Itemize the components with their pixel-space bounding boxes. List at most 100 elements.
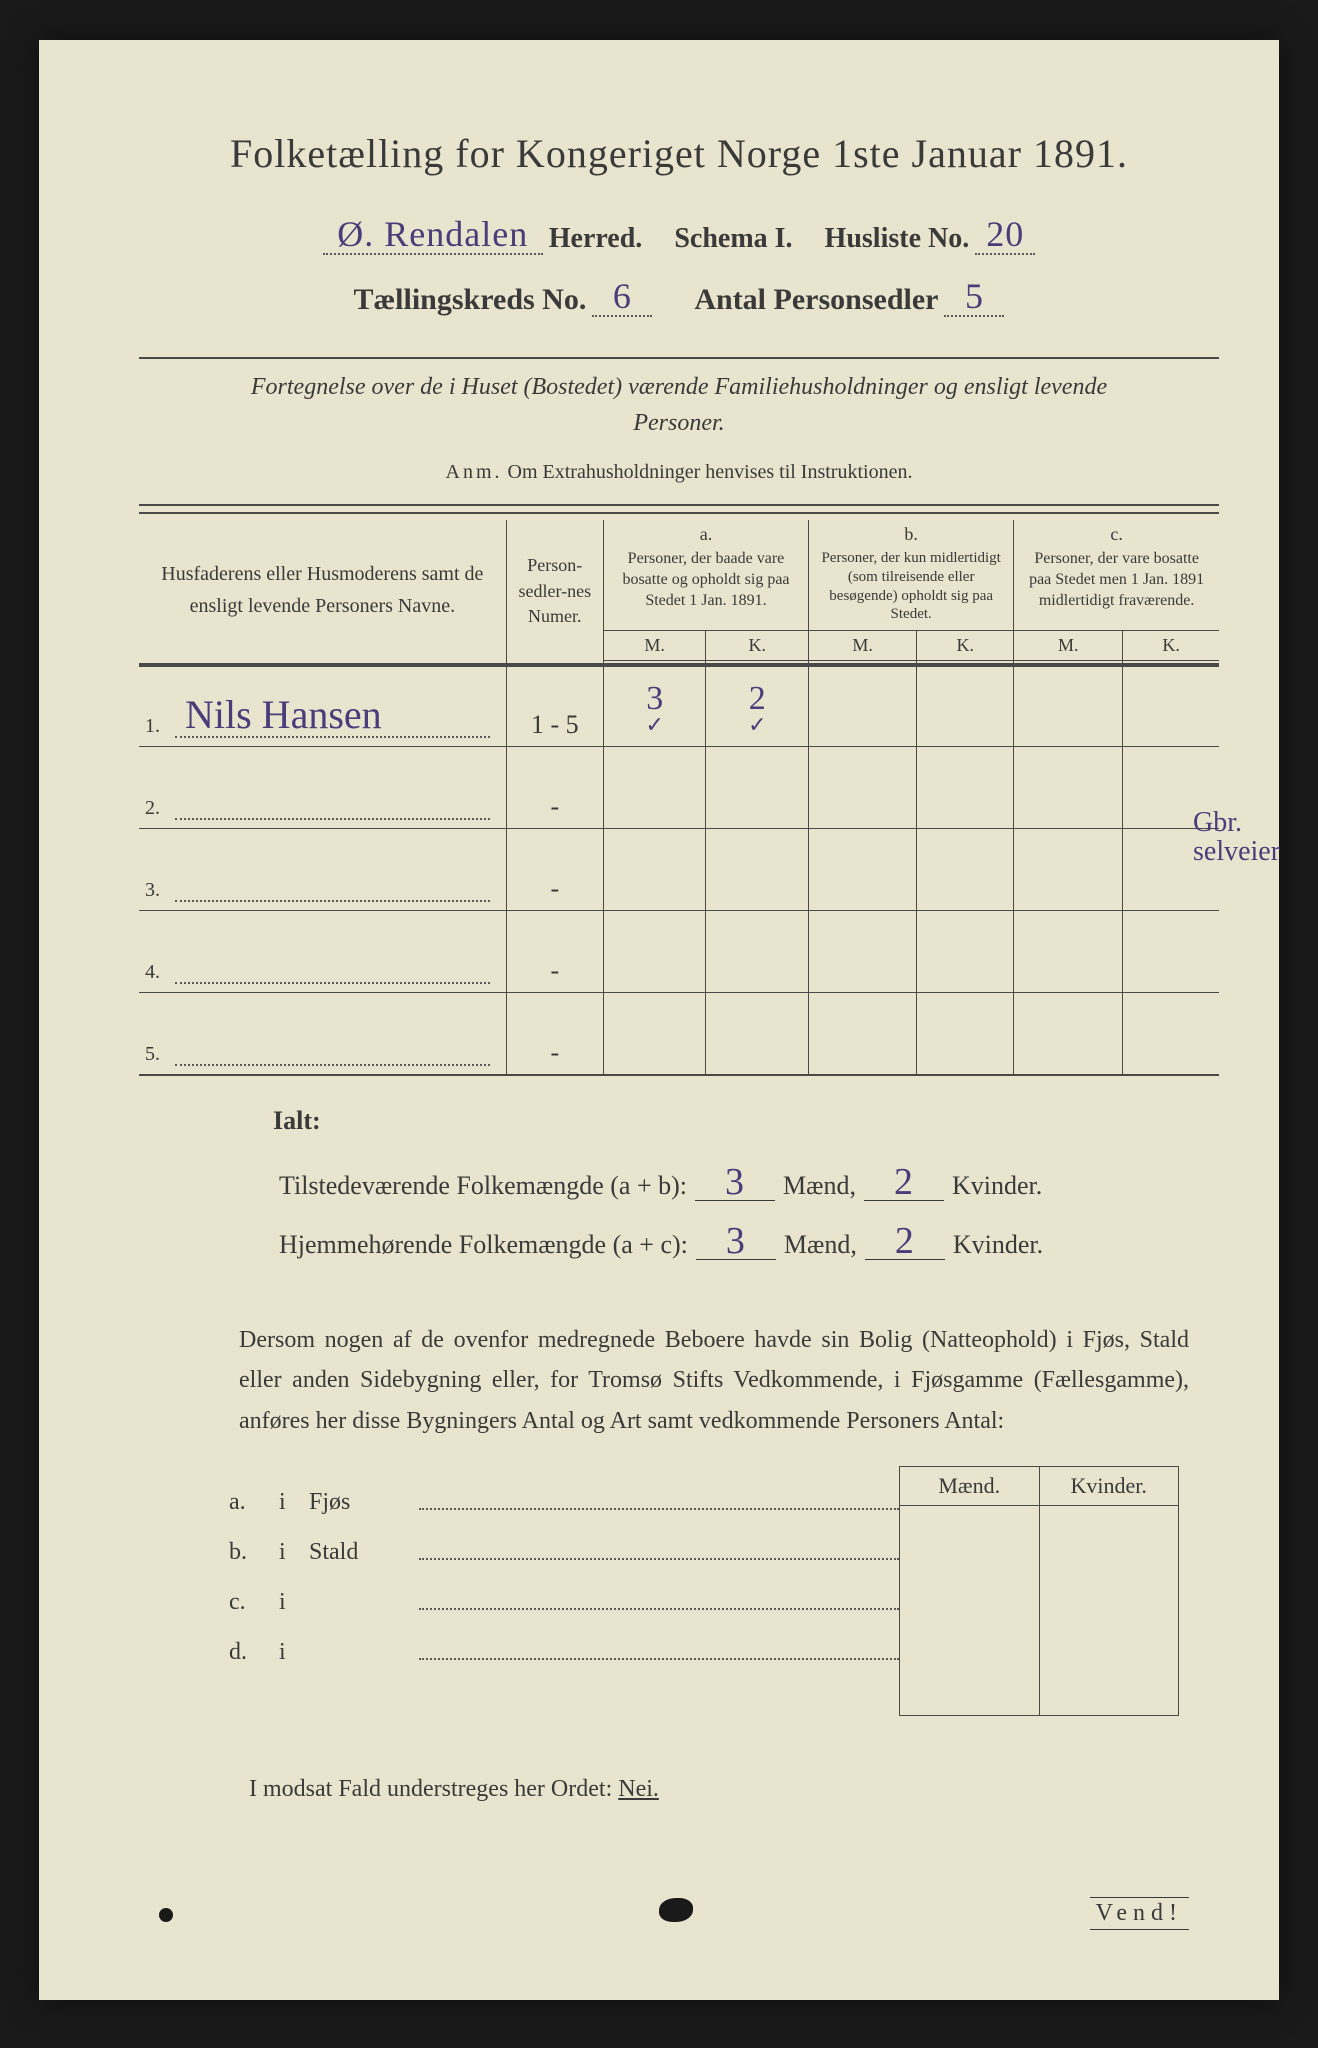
c-m-cell (1014, 829, 1123, 911)
mk-header: M. (809, 631, 917, 661)
c-k-cell (1123, 911, 1219, 993)
husliste-label: Husliste No. (825, 223, 970, 255)
building-row: b.iStald (229, 1516, 899, 1566)
a-k-cell: 2✓ (706, 665, 809, 747)
a-m-cell (603, 911, 706, 993)
building-row: d.i (229, 1616, 899, 1666)
divider (139, 504, 1219, 506)
name-cell: 4. (139, 911, 506, 993)
a-k-cell (706, 747, 809, 829)
buildings-paragraph: Dersom nogen af de ovenfor medregnede Be… (239, 1320, 1189, 1442)
col-name-header: Husfaderens eller Husmoderens samt de en… (139, 520, 506, 661)
herred-label: Herred. (549, 223, 643, 255)
buildings-mk-box: Mænd. Kvinder. (899, 1466, 1179, 1716)
col-b-header: b. Personer, der kun midlertidigt (som t… (809, 520, 1014, 631)
anm-line: Anm. Om Extrahusholdninger henvises til … (139, 461, 1219, 484)
c-k-cell (1123, 993, 1219, 1075)
a-m-cell (603, 993, 706, 1075)
ink-blot (159, 1908, 173, 1922)
personsedler-value: 5 (965, 276, 984, 316)
nei-line: I modsat Fald understreges her Ordet: Ne… (249, 1776, 1219, 1803)
table-row: 2.- (139, 747, 1219, 829)
b-k-cell (917, 993, 1014, 1075)
b-m-cell (809, 829, 917, 911)
mk-header: K. (706, 631, 809, 661)
nei-word: Nei. (618, 1776, 659, 1802)
kreds-value: 6 (613, 276, 632, 316)
tot-k2: 2 (895, 1220, 915, 1262)
name-cell: 2. (139, 747, 506, 829)
ink-blot (659, 1898, 693, 1922)
b-k-cell (917, 747, 1014, 829)
num-cell: - (506, 747, 603, 829)
num-cell: 1 - 5 (506, 665, 603, 747)
c-m-cell (1014, 665, 1123, 747)
c-k-cell (1123, 665, 1219, 747)
num-cell: - (506, 993, 603, 1075)
bld-k-col: Kvinder. (1040, 1467, 1179, 1715)
buildings-section: a.iFjøsb.iStaldc.id.i Mænd. Kvinder. (229, 1466, 1179, 1716)
mk-header: M. (603, 631, 706, 661)
census-table: Husfaderens eller Husmoderens samt de en… (139, 520, 1219, 1076)
a-m-cell (603, 829, 706, 911)
b-k-cell (917, 911, 1014, 993)
schema-label: Schema I. (674, 223, 792, 255)
table-row: 5.- (139, 993, 1219, 1075)
subtitle: Fortegnelse over de i Huset (Bostedet) v… (219, 369, 1139, 441)
col-a-header: a. Personer, der baade vare bosatte og o… (603, 520, 808, 631)
b-m-cell (809, 747, 917, 829)
b-k-cell (917, 665, 1014, 747)
totals-section: Ialt: Tilstedeværende Folkemængde (a + b… (279, 1106, 1219, 1260)
husliste-field: 20 (975, 209, 1035, 255)
husliste-value: 20 (986, 214, 1024, 254)
census-form-page: Folketælling for Kongeriget Norge 1ste J… (39, 40, 1279, 2000)
col-c-header: c. Personer, der vare bosatte paa Stedet… (1014, 520, 1219, 631)
a-m-cell (603, 747, 706, 829)
bld-m-col: Mænd. (900, 1467, 1040, 1715)
num-cell: - (506, 829, 603, 911)
a-k-cell (706, 993, 809, 1075)
c-m-cell (1014, 747, 1123, 829)
divider (139, 512, 1219, 514)
personsedler-field: 5 (944, 271, 1004, 317)
divider (139, 357, 1219, 359)
b-k-cell (917, 829, 1014, 911)
margin-note: Gbr. selveier (1193, 808, 1293, 867)
header-row-1: Ø. Rendalen Herred. Schema I. Husliste N… (139, 209, 1219, 255)
building-row: c.i (229, 1566, 899, 1616)
personsedler-label: Antal Personsedler (694, 283, 938, 317)
anm-text: Om Extrahusholdninger henvises til Instr… (508, 461, 913, 483)
table-row: 1.Nils Hansen1 - 53✓2✓ (139, 665, 1219, 747)
totals-row-1: Tilstedeværende Folkemængde (a + b): 3 M… (279, 1156, 1219, 1201)
herred-field: Ø. Rendalen (323, 209, 543, 255)
name-cell: 3. (139, 829, 506, 911)
name-cell: 5. (139, 993, 506, 1075)
b-m-cell (809, 665, 917, 747)
kreds-field: 6 (592, 271, 652, 317)
b-m-cell (809, 993, 917, 1075)
herred-value: Ø. Rendalen (337, 214, 528, 254)
mk-header: K. (917, 631, 1014, 661)
tot-m1: 3 (725, 1161, 745, 1203)
table-row: 3.- (139, 829, 1219, 911)
ialt-label: Ialt: (273, 1106, 1219, 1136)
kreds-label: Tællingskreds No. (354, 283, 587, 317)
name-cell: 1.Nils Hansen (139, 665, 506, 747)
a-m-cell: 3✓ (603, 665, 706, 747)
header-row-2: Tællingskreds No. 6 Antal Personsedler 5 (139, 271, 1219, 317)
col-num-header: Person-sedler-nes Numer. (506, 520, 603, 661)
c-m-cell (1014, 911, 1123, 993)
num-cell: - (506, 911, 603, 993)
b-m-cell (809, 911, 917, 993)
mk-header: K. (1123, 631, 1219, 661)
a-k-cell (706, 829, 809, 911)
vend-label: Vend! (1090, 1897, 1189, 1930)
mk-header: M. (1014, 631, 1123, 661)
building-row: a.iFjøs (229, 1466, 899, 1516)
tot-m2: 3 (726, 1220, 746, 1262)
table-row: 4.- (139, 911, 1219, 993)
a-k-cell (706, 911, 809, 993)
totals-row-2: Hjemmehørende Folkemængde (a + c): 3 Mæn… (279, 1215, 1219, 1260)
tot-k1: 2 (894, 1161, 914, 1203)
page-title: Folketælling for Kongeriget Norge 1ste J… (139, 130, 1219, 177)
